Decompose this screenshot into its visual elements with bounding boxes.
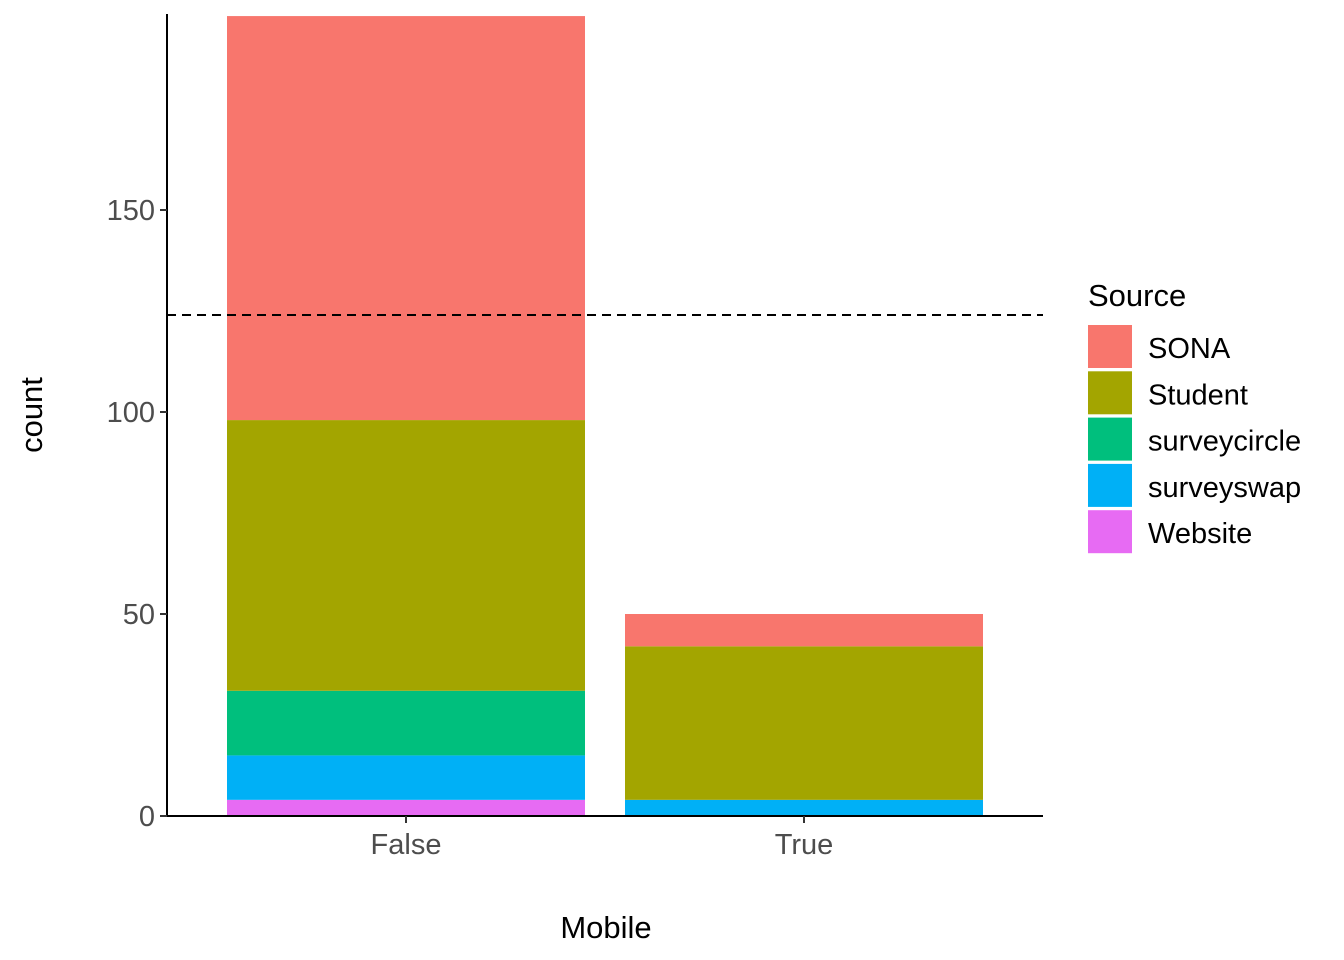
y-axis-ticks: 0 50 100 150 bbox=[107, 195, 167, 833]
bar-false-student bbox=[227, 420, 585, 691]
bar-true-student bbox=[625, 646, 983, 800]
legend-key-website bbox=[1088, 510, 1132, 554]
bar-false-surveycircle bbox=[227, 690, 585, 756]
legend-label-surveycircle: surveycircle bbox=[1148, 426, 1301, 458]
y-axis-title: count bbox=[14, 377, 49, 453]
legend-label-website: Website bbox=[1148, 518, 1252, 550]
legend-key-surveyswap bbox=[1088, 463, 1132, 507]
y-tick-label: 50 bbox=[123, 599, 155, 631]
legend: Source SONA Student surveycircle surveyswap… bbox=[1088, 278, 1301, 554]
x-tick-label: True bbox=[775, 829, 834, 861]
bar-true-surveyswap bbox=[625, 799, 983, 816]
legend-title: Source bbox=[1088, 278, 1186, 313]
y-tick-label: 100 bbox=[107, 397, 155, 429]
x-tick-label: False bbox=[371, 829, 442, 861]
bar-true-sona bbox=[625, 614, 983, 647]
legend-key-student bbox=[1088, 371, 1132, 415]
bar-false-website bbox=[227, 799, 585, 816]
legend-key-sona bbox=[1088, 325, 1132, 368]
bar-false-sona bbox=[227, 16, 585, 421]
y-tick-label: 0 bbox=[139, 801, 155, 833]
bars-group bbox=[227, 16, 983, 816]
legend-label-student: Student bbox=[1148, 379, 1248, 411]
legend-items: SONA Student surveycircle surveyswap Website bbox=[1088, 325, 1301, 554]
bar-false-surveyswap bbox=[227, 755, 585, 800]
y-tick-label: 150 bbox=[107, 195, 155, 227]
legend-key-surveycircle bbox=[1088, 417, 1132, 461]
x-axis-ticks: False True bbox=[371, 816, 834, 861]
legend-label-surveyswap: surveyswap bbox=[1148, 472, 1301, 504]
x-axis-title: Mobile bbox=[560, 910, 651, 945]
legend-label-sona: SONA bbox=[1148, 333, 1231, 365]
